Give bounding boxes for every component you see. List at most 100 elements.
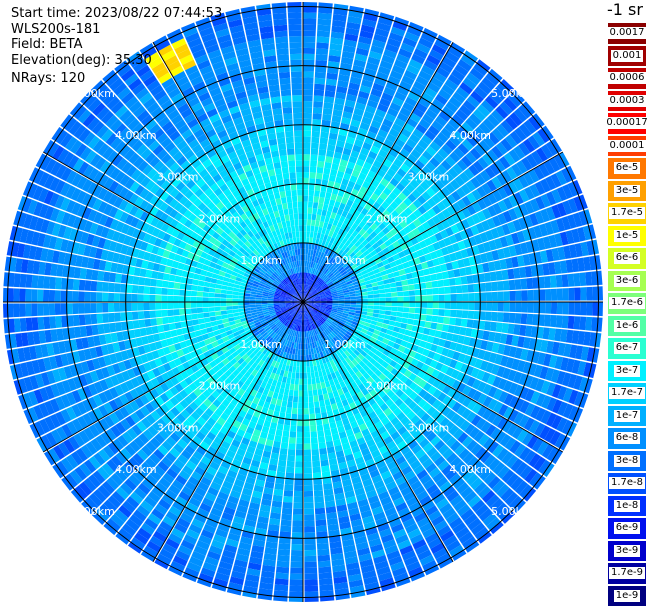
beta-gate bbox=[294, 354, 298, 361]
beta-gate bbox=[325, 262, 331, 269]
beta-gate bbox=[377, 183, 386, 192]
beta-gate bbox=[319, 308, 326, 312]
beta-gate bbox=[320, 125, 330, 133]
beta-gate bbox=[407, 475, 419, 486]
beta-gate bbox=[315, 340, 320, 347]
beta-gate bbox=[516, 230, 526, 243]
beta-gate bbox=[338, 368, 345, 376]
beta-gate bbox=[401, 550, 416, 561]
beta-gate bbox=[309, 255, 313, 262]
beta-gate bbox=[280, 519, 292, 527]
beta-gate bbox=[346, 161, 356, 170]
beta-gate bbox=[462, 469, 475, 482]
beta-gate bbox=[282, 394, 289, 402]
beta-gate bbox=[455, 109, 469, 122]
beta-gate bbox=[309, 330, 313, 337]
beta-gate bbox=[315, 285, 321, 291]
beta-gate bbox=[247, 507, 259, 516]
beta-gate bbox=[387, 256, 395, 264]
beta-gate bbox=[542, 263, 550, 276]
beta-gate bbox=[338, 305, 345, 309]
beta-gate bbox=[307, 318, 311, 325]
beta-gate bbox=[376, 398, 385, 407]
beta-gate bbox=[363, 521, 377, 531]
beta-gate bbox=[312, 383, 317, 391]
beta-gate bbox=[501, 469, 515, 483]
beta-gate bbox=[324, 494, 335, 502]
beta-gate bbox=[327, 144, 336, 152]
beta-gate bbox=[270, 452, 279, 460]
beta-gate bbox=[312, 268, 316, 275]
beta-gate bbox=[256, 442, 265, 451]
beta-gate bbox=[466, 72, 481, 86]
beta-gate bbox=[341, 197, 349, 205]
beta-gate bbox=[413, 48, 428, 60]
beta-gate bbox=[303, 71, 314, 78]
beta-gate bbox=[306, 272, 309, 279]
beta-gate bbox=[481, 182, 492, 195]
beta-gate bbox=[328, 174, 336, 182]
beta-gate bbox=[374, 377, 383, 386]
beta-gate bbox=[335, 326, 342, 332]
beta-gate bbox=[371, 242, 380, 250]
beta-gate bbox=[308, 299, 315, 302]
beta-gate bbox=[307, 279, 311, 286]
beta-gate bbox=[482, 118, 496, 131]
beta-gate bbox=[289, 573, 303, 580]
beta-gate bbox=[463, 168, 475, 180]
beta-gate bbox=[359, 281, 366, 287]
beta-gate bbox=[303, 248, 306, 255]
beta-gate bbox=[303, 467, 312, 474]
beta-gate bbox=[368, 125, 380, 135]
beta-gate bbox=[313, 306, 320, 310]
beta-gate bbox=[300, 355, 303, 362]
beta-gate bbox=[428, 467, 441, 479]
beta-gate bbox=[190, 290, 198, 297]
beta-gate bbox=[508, 208, 518, 221]
beta-gate bbox=[317, 155, 326, 162]
beta-gate bbox=[472, 274, 480, 284]
beta-gate bbox=[364, 242, 372, 250]
beta-gate bbox=[426, 288, 433, 295]
beta-gate bbox=[421, 65, 435, 77]
beta-gate bbox=[264, 444, 273, 453]
beta-gate bbox=[423, 59, 438, 71]
beta-gate bbox=[503, 406, 514, 420]
beta-gate bbox=[37, 275, 45, 289]
beta-gate bbox=[275, 566, 290, 574]
beta-gate bbox=[424, 342, 433, 351]
beta-gate bbox=[208, 307, 215, 312]
beta-gate bbox=[312, 107, 323, 114]
beta-gate bbox=[438, 110, 451, 123]
beta-gate bbox=[470, 367, 480, 379]
beta-gate bbox=[462, 99, 476, 113]
beta-gate bbox=[317, 326, 323, 333]
beta-gate bbox=[303, 47, 315, 55]
beta-gate bbox=[297, 349, 301, 356]
beta-gate bbox=[452, 477, 466, 490]
beta-gate bbox=[326, 304, 333, 307]
beta-gate bbox=[448, 234, 458, 245]
beta-gate bbox=[374, 218, 382, 227]
beta-gate bbox=[238, 308, 245, 313]
beta-gate bbox=[451, 190, 462, 202]
beta-gate bbox=[423, 478, 436, 490]
beta-gate bbox=[476, 186, 487, 198]
beta-gate bbox=[320, 185, 327, 193]
beta-gate bbox=[304, 307, 307, 314]
beta-gate bbox=[43, 316, 51, 330]
beta-gate bbox=[297, 313, 300, 320]
beta-gate bbox=[311, 142, 319, 150]
beta-gate bbox=[439, 481, 452, 493]
beta-gate bbox=[554, 328, 562, 342]
beta-gate bbox=[438, 354, 447, 364]
beta-gate bbox=[320, 345, 325, 352]
beta-gate bbox=[447, 46, 463, 59]
beta-gate bbox=[426, 483, 439, 495]
beta-gate bbox=[377, 16, 393, 27]
beta-gate bbox=[340, 56, 354, 65]
beta-gate bbox=[381, 450, 392, 460]
beta-gate bbox=[259, 462, 269, 470]
beta-gate bbox=[338, 354, 345, 362]
beta-gate bbox=[295, 342, 299, 350]
